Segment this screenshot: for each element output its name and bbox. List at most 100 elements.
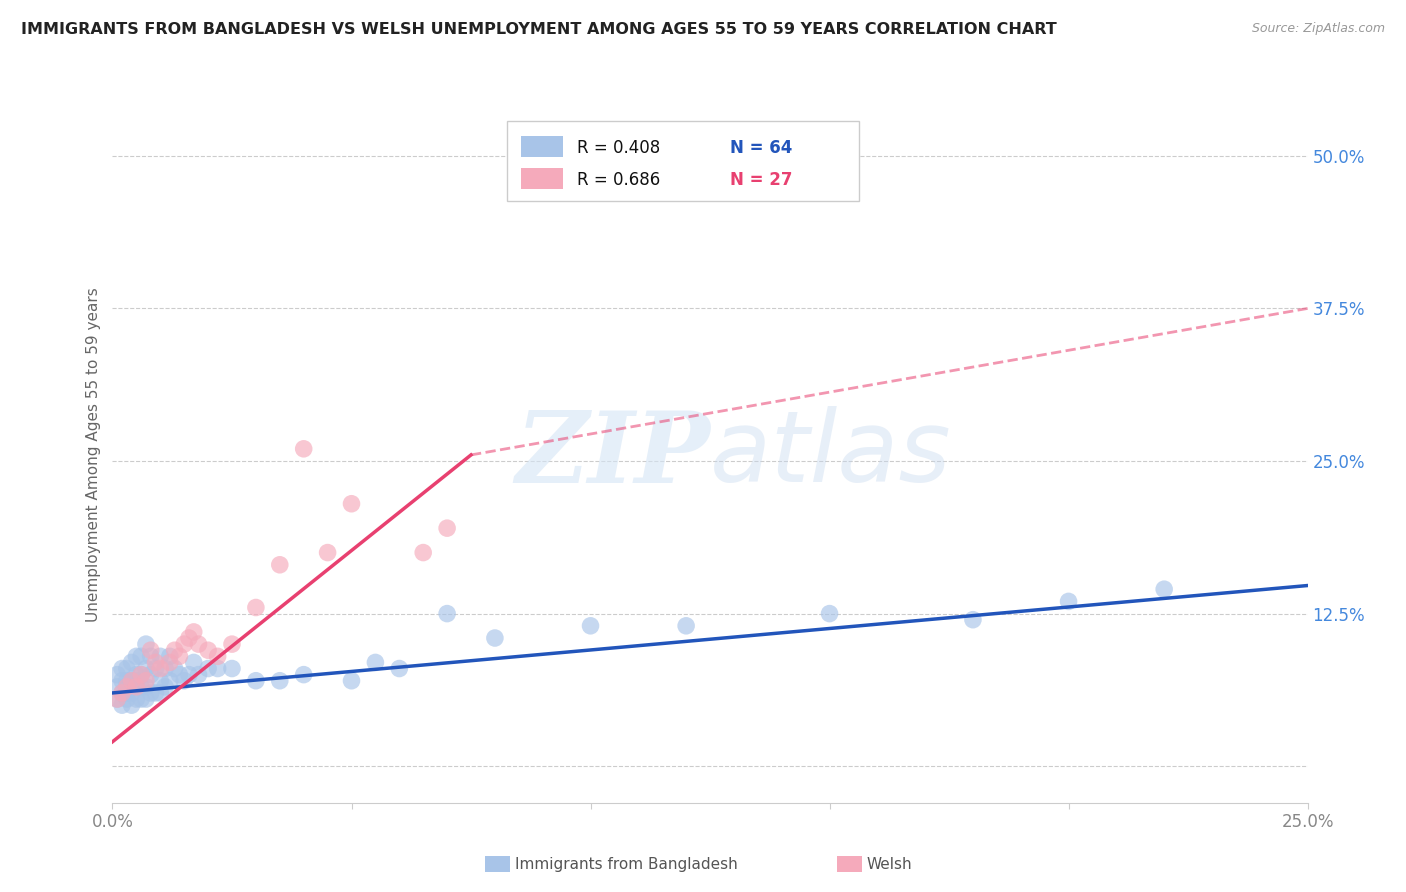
Point <box>121 656 143 670</box>
Point <box>125 673 148 688</box>
Point <box>115 661 138 675</box>
Point <box>484 631 506 645</box>
Point <box>177 667 200 681</box>
Point <box>163 643 186 657</box>
Point <box>177 631 200 645</box>
Point <box>183 624 205 639</box>
Point <box>818 607 841 621</box>
Point <box>579 619 602 633</box>
Point <box>221 661 243 675</box>
Point <box>135 637 157 651</box>
Text: Immigrants from Bangladesh: Immigrants from Bangladesh <box>515 857 737 871</box>
Point <box>197 643 219 657</box>
Point <box>115 680 138 694</box>
Point <box>169 649 191 664</box>
Point <box>159 649 181 664</box>
Point <box>111 698 134 713</box>
Point <box>115 686 138 700</box>
Point <box>197 661 219 675</box>
Point <box>1153 582 1175 597</box>
Text: R = 0.408: R = 0.408 <box>578 139 661 157</box>
Point <box>221 637 243 651</box>
Point <box>169 667 191 681</box>
Point <box>187 637 209 651</box>
Point <box>139 643 162 657</box>
Point <box>111 686 134 700</box>
Point <box>183 656 205 670</box>
Point <box>139 667 162 681</box>
Point <box>149 673 172 688</box>
Text: ZIP: ZIP <box>515 407 710 503</box>
Point <box>149 686 172 700</box>
Point <box>675 619 697 633</box>
FancyBboxPatch shape <box>522 136 562 157</box>
Point <box>207 661 229 675</box>
Point <box>115 673 138 688</box>
Text: Welsh: Welsh <box>866 857 911 871</box>
Point <box>121 698 143 713</box>
Point <box>125 680 148 694</box>
Point <box>139 686 162 700</box>
Point <box>316 545 339 559</box>
Point <box>436 607 458 621</box>
Point <box>149 649 172 664</box>
Text: R = 0.686: R = 0.686 <box>578 171 661 189</box>
Point <box>245 600 267 615</box>
Text: N = 64: N = 64 <box>730 139 793 157</box>
Point <box>125 667 148 681</box>
Point <box>135 680 157 694</box>
Point <box>269 673 291 688</box>
Point <box>340 673 363 688</box>
Point <box>145 686 167 700</box>
FancyBboxPatch shape <box>522 169 562 189</box>
Point <box>105 692 128 706</box>
Point <box>153 661 176 675</box>
Point <box>115 692 138 706</box>
Point <box>135 673 157 688</box>
Point <box>129 667 152 681</box>
Point <box>364 656 387 670</box>
Point <box>105 667 128 681</box>
Point <box>207 649 229 664</box>
Point <box>962 613 984 627</box>
Point <box>129 667 152 681</box>
Point <box>292 442 315 456</box>
Point <box>145 661 167 675</box>
Point <box>125 680 148 694</box>
Point <box>159 656 181 670</box>
Point <box>135 661 157 675</box>
Text: atlas: atlas <box>710 407 952 503</box>
Text: N = 27: N = 27 <box>730 171 793 189</box>
Point <box>159 673 181 688</box>
Point <box>1057 594 1080 608</box>
Point <box>129 649 152 664</box>
Point <box>139 649 162 664</box>
Point <box>115 680 138 694</box>
Text: IMMIGRANTS FROM BANGLADESH VS WELSH UNEMPLOYMENT AMONG AGES 55 TO 59 YEARS CORRE: IMMIGRANTS FROM BANGLADESH VS WELSH UNEM… <box>21 22 1057 37</box>
Point <box>121 686 143 700</box>
Point <box>340 497 363 511</box>
Point <box>245 673 267 688</box>
Point <box>135 692 157 706</box>
Point <box>121 673 143 688</box>
Point <box>129 692 152 706</box>
Point <box>111 661 134 675</box>
Point <box>125 692 148 706</box>
Point <box>153 680 176 694</box>
Point <box>173 673 195 688</box>
Point <box>412 545 434 559</box>
Point <box>269 558 291 572</box>
Text: Source: ZipAtlas.com: Source: ZipAtlas.com <box>1251 22 1385 36</box>
FancyBboxPatch shape <box>508 121 859 201</box>
Point <box>111 673 134 688</box>
Point <box>145 656 167 670</box>
Point <box>163 661 186 675</box>
Point <box>125 649 148 664</box>
Point <box>105 692 128 706</box>
Point <box>105 680 128 694</box>
Point <box>292 667 315 681</box>
Point <box>129 680 152 694</box>
Point <box>121 673 143 688</box>
Point <box>173 637 195 651</box>
Point <box>149 661 172 675</box>
